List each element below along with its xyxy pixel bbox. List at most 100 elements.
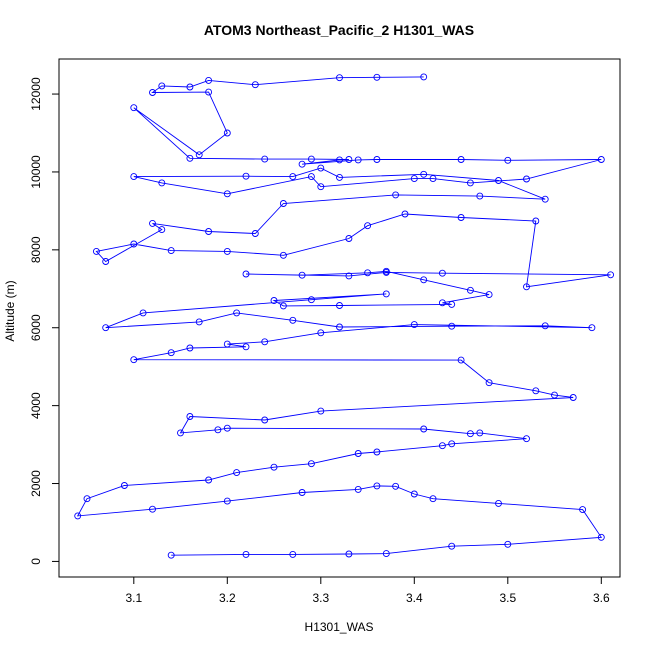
data-point	[579, 506, 587, 514]
data-point	[457, 214, 465, 221]
data-point	[476, 192, 484, 200]
data-point	[223, 497, 231, 505]
data-point	[597, 156, 605, 163]
data-point	[242, 550, 250, 558]
data-point	[298, 271, 306, 279]
x-tick-label: 3.2	[219, 591, 236, 605]
data-point	[364, 222, 372, 230]
data-point	[438, 299, 446, 307]
data-point	[298, 160, 306, 168]
series-layer	[74, 73, 615, 559]
data-point	[270, 297, 278, 304]
data-point	[167, 247, 175, 255]
chart-title: ATOM3 Northeast_Pacific_2 H1301_WAS	[204, 22, 474, 38]
data-point	[270, 463, 278, 471]
data-point	[354, 485, 362, 493]
data-point	[504, 540, 512, 548]
data-point	[523, 283, 530, 291]
data-point	[102, 324, 110, 332]
data-point	[279, 302, 287, 310]
data-point	[223, 247, 231, 255]
x-tick-label: 3.1	[125, 591, 142, 605]
x-tick-label: 3.4	[406, 591, 423, 605]
data-point	[279, 200, 287, 207]
y-tick-label: 4000	[29, 392, 43, 419]
data-point	[74, 512, 82, 520]
data-point	[345, 272, 353, 280]
data-point	[373, 73, 381, 81]
data-point	[410, 175, 418, 183]
data-point	[401, 210, 409, 218]
data-point	[336, 323, 343, 331]
data-point	[532, 217, 540, 225]
data-point	[186, 344, 194, 352]
x-tick-label: 3.6	[593, 591, 610, 605]
data-point	[466, 430, 474, 438]
y-tick-label: 6000	[29, 314, 43, 341]
data-point	[541, 195, 549, 203]
data-point	[495, 177, 502, 184]
data-point	[410, 321, 418, 329]
data-point	[130, 356, 138, 364]
data-point	[373, 156, 381, 163]
data-point	[242, 270, 250, 278]
data-point	[420, 73, 428, 81]
data-point	[261, 155, 269, 163]
data-point	[223, 129, 231, 137]
data-point	[149, 505, 156, 513]
data-point	[429, 495, 437, 503]
data-point	[158, 82, 166, 90]
data-point	[317, 183, 325, 191]
data-point	[466, 179, 474, 187]
data-point	[438, 269, 446, 277]
data-point	[130, 240, 138, 248]
data-point	[607, 271, 615, 279]
data-point	[541, 322, 549, 330]
data-point	[373, 482, 381, 490]
data-point	[438, 442, 446, 450]
data-point	[551, 391, 558, 399]
x-tick-label: 3.3	[312, 591, 329, 605]
series-line	[76, 76, 611, 556]
data-point	[485, 291, 493, 299]
data-point	[448, 542, 456, 550]
data-point	[307, 155, 315, 163]
data-point	[92, 247, 100, 255]
data-point	[485, 379, 493, 387]
data-point	[523, 175, 530, 183]
x-axis: 3.1 3.2 3.3 3.4 3.5 3.6	[125, 576, 610, 605]
data-point	[532, 387, 540, 395]
y-tick-label: 10000	[29, 155, 43, 189]
data-point	[317, 407, 325, 415]
data-point	[457, 156, 465, 163]
data-point	[289, 173, 297, 181]
data-point	[298, 489, 306, 496]
data-point	[382, 267, 390, 275]
data-point	[186, 154, 194, 162]
data-point	[251, 230, 259, 237]
data-point	[177, 429, 184, 437]
data-point	[214, 426, 222, 434]
data-point	[205, 88, 213, 96]
data-point	[476, 429, 484, 437]
data-point	[317, 329, 325, 337]
data-point	[279, 251, 287, 259]
data-point	[149, 89, 156, 96]
data-point	[504, 156, 512, 164]
data-point	[448, 440, 456, 448]
data-point	[345, 550, 353, 558]
data-point	[139, 309, 147, 317]
data-point	[186, 413, 194, 420]
data-point	[569, 394, 577, 401]
data-point	[392, 191, 400, 199]
data-point	[317, 164, 325, 172]
data-point	[83, 495, 91, 503]
data-point	[289, 550, 297, 558]
data-point	[195, 151, 203, 159]
data-point	[420, 170, 428, 178]
data-point	[597, 533, 605, 541]
data-point	[457, 356, 465, 364]
data-point	[307, 173, 315, 181]
data-point	[495, 499, 502, 507]
